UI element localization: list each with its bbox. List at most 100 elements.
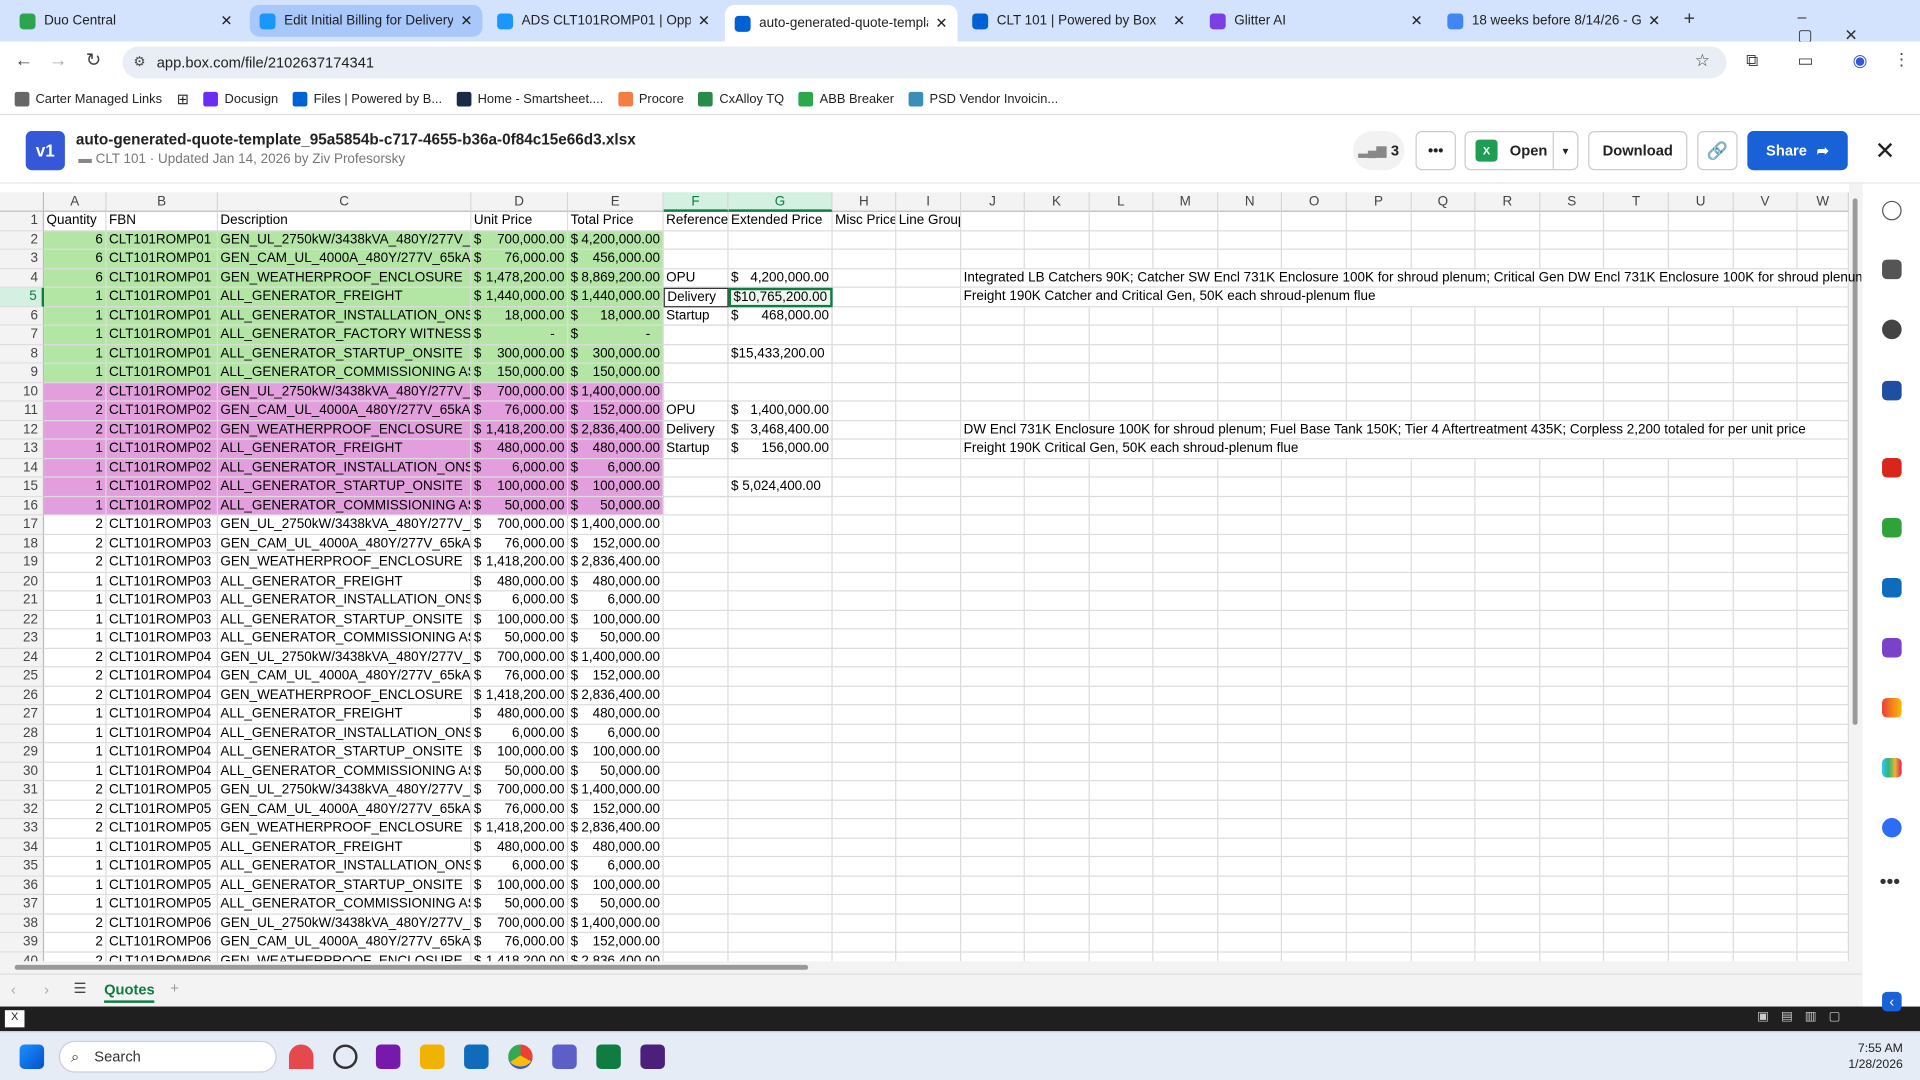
cell[interactable] (1346, 496, 1412, 516)
cell[interactable]: $152,000.00 (568, 667, 664, 687)
cell[interactable]: $18,000.00 (568, 306, 664, 326)
cell[interactable] (1411, 724, 1476, 744)
cell[interactable]: CLT101ROMP04 (106, 686, 218, 706)
cell[interactable] (832, 838, 897, 858)
cell[interactable] (1089, 553, 1154, 573)
cell[interactable]: $50,000.00 (471, 496, 569, 516)
cell[interactable] (1282, 876, 1347, 896)
cell[interactable] (1797, 325, 1849, 345)
cell[interactable] (896, 249, 962, 269)
cell[interactable] (832, 553, 897, 573)
row-header[interactable]: 24 (0, 648, 45, 668)
cell[interactable] (1218, 325, 1283, 345)
cell[interactable] (1411, 705, 1476, 725)
cell[interactable] (1797, 876, 1849, 896)
cell[interactable] (896, 857, 962, 877)
cell[interactable]: 1 (44, 325, 107, 345)
cell[interactable] (1218, 743, 1283, 763)
zoom-icon[interactable] (1882, 817, 1902, 838)
cell[interactable]: $480,000.00 (568, 705, 664, 725)
cell[interactable] (1604, 496, 1669, 516)
reference-cell[interactable]: OPU (663, 401, 729, 421)
row-header[interactable]: 6 (0, 306, 45, 326)
cell[interactable] (663, 686, 729, 706)
cell[interactable]: $1,400,000.00 (568, 515, 664, 535)
cell[interactable] (1668, 667, 1734, 687)
cell[interactable] (1218, 610, 1283, 630)
cell[interactable]: CLT101ROMP01 (106, 287, 218, 307)
cell[interactable]: 1 (44, 572, 107, 592)
cell[interactable] (1089, 496, 1154, 516)
cell[interactable] (1282, 667, 1347, 687)
cell[interactable] (1475, 838, 1541, 858)
cell[interactable] (1089, 895, 1154, 915)
cell[interactable] (961, 876, 1025, 896)
bookmark-item[interactable]: Carter Managed Links (14, 91, 162, 106)
cell[interactable] (1604, 306, 1669, 326)
start-icon[interactable] (19, 1044, 45, 1069)
note-cell[interactable]: Freight 190K Catcher and Critical Gen, 5… (961, 287, 1843, 307)
forward-icon[interactable]: → (48, 50, 68, 72)
cell[interactable] (1024, 515, 1090, 535)
cell[interactable] (1153, 401, 1219, 421)
cell[interactable]: $50,000.00 (568, 496, 664, 516)
cell[interactable] (1218, 857, 1283, 877)
cell[interactable] (961, 382, 1025, 402)
cell[interactable] (1475, 705, 1541, 725)
cell[interactable] (1218, 819, 1283, 839)
cell[interactable] (1475, 819, 1541, 839)
cell[interactable] (1797, 553, 1849, 573)
cell[interactable]: CLT101ROMP01 (106, 344, 218, 364)
cell[interactable] (1540, 819, 1605, 839)
cell[interactable] (1089, 325, 1154, 345)
cell[interactable] (1024, 743, 1090, 763)
column-header-V[interactable]: V (1733, 192, 1798, 212)
cell[interactable] (1733, 572, 1798, 592)
cell[interactable] (1153, 230, 1219, 250)
extended-price-cell[interactable]: $468,000.00 (728, 306, 833, 326)
cell[interactable] (1540, 648, 1605, 668)
cell[interactable]: $150,000.00 (568, 363, 664, 383)
row-header[interactable]: 3 (0, 249, 45, 269)
cell[interactable]: $1,440,000.00 (471, 287, 569, 307)
cell[interactable] (1733, 553, 1798, 573)
cell[interactable] (1218, 249, 1283, 269)
row-header[interactable]: 20 (0, 572, 45, 592)
cell[interactable] (1733, 819, 1798, 839)
cell[interactable] (1346, 610, 1412, 630)
gmail-icon[interactable] (1882, 697, 1902, 718)
cell[interactable] (728, 762, 833, 782)
cell[interactable] (1346, 914, 1412, 934)
cell[interactable]: $76,000.00 (471, 667, 569, 687)
cell[interactable] (1024, 591, 1090, 611)
cell[interactable] (1346, 743, 1412, 763)
cell[interactable] (1411, 553, 1476, 573)
cell[interactable]: 2 (44, 648, 107, 668)
cell[interactable]: GEN_CAM_UL_4000A_480Y/277V_65kAIC_3 (217, 534, 472, 554)
cell[interactable] (1475, 933, 1541, 953)
cell[interactable] (1089, 458, 1154, 478)
cell[interactable] (1089, 629, 1154, 649)
cell[interactable]: CLT101ROMP03 (106, 534, 218, 554)
cell[interactable]: $456,000.00 (568, 249, 664, 269)
cell[interactable] (1668, 477, 1734, 497)
cell[interactable] (663, 515, 729, 535)
cell[interactable] (663, 458, 729, 478)
cell[interactable] (1604, 838, 1669, 858)
cell[interactable] (663, 743, 729, 763)
cell[interactable] (1604, 249, 1669, 269)
cell[interactable] (1346, 401, 1412, 421)
cell[interactable]: 1 (44, 876, 107, 896)
cell[interactable] (728, 895, 833, 915)
cell[interactable]: ALL_GENERATOR_STARTUP_ONSITE (217, 477, 472, 497)
cell[interactable] (1282, 705, 1347, 725)
cell[interactable] (1346, 895, 1412, 915)
cell[interactable]: $1,440,000.00 (568, 287, 664, 307)
cell[interactable] (1475, 572, 1541, 592)
cell[interactable] (663, 857, 729, 877)
cell[interactable] (1475, 781, 1541, 801)
reload-icon[interactable]: ↻ (85, 50, 102, 72)
cell[interactable] (896, 268, 962, 288)
cell[interactable] (961, 572, 1025, 592)
column-header-M[interactable]: M (1153, 192, 1219, 212)
